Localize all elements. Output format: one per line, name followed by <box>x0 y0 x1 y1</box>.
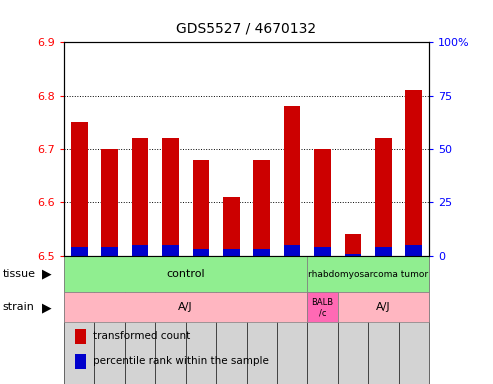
Bar <box>368 256 398 384</box>
Bar <box>71 247 88 256</box>
Bar <box>102 149 118 256</box>
Text: ▶: ▶ <box>42 301 52 314</box>
Bar <box>102 247 118 256</box>
Text: strain: strain <box>2 303 35 313</box>
Text: percentile rank within the sample: percentile rank within the sample <box>93 356 269 366</box>
Bar <box>405 245 422 256</box>
Bar <box>375 138 391 256</box>
Bar <box>223 197 240 256</box>
Text: tissue: tissue <box>2 269 35 279</box>
Bar <box>64 293 307 323</box>
Bar <box>64 256 307 293</box>
Bar <box>345 253 361 256</box>
Bar <box>193 249 209 256</box>
Bar <box>314 149 331 256</box>
Bar <box>162 138 179 256</box>
Text: ▶: ▶ <box>42 268 52 281</box>
Text: transformed count: transformed count <box>93 331 190 341</box>
Bar <box>314 247 331 256</box>
Bar <box>216 256 246 384</box>
Bar <box>223 249 240 256</box>
Bar <box>307 256 429 293</box>
Bar <box>284 106 300 256</box>
Bar <box>345 234 361 256</box>
Text: rhabdomyosarcoma tumor: rhabdomyosarcoma tumor <box>308 270 428 278</box>
Bar <box>375 247 391 256</box>
Bar <box>155 256 186 384</box>
Bar <box>253 249 270 256</box>
Bar <box>253 160 270 256</box>
Bar <box>398 256 429 384</box>
Bar <box>307 293 338 323</box>
Text: GDS5527 / 4670132: GDS5527 / 4670132 <box>176 21 317 35</box>
Bar <box>132 138 148 256</box>
Bar <box>186 256 216 384</box>
Bar <box>338 293 429 323</box>
Bar <box>246 256 277 384</box>
Text: BALB
/c: BALB /c <box>312 298 334 317</box>
Bar <box>95 256 125 384</box>
Bar <box>162 245 179 256</box>
Bar <box>405 90 422 256</box>
Bar <box>75 329 86 344</box>
Bar <box>132 245 148 256</box>
Bar <box>71 122 88 256</box>
Bar <box>75 354 86 369</box>
Bar <box>338 256 368 384</box>
Text: A/J: A/J <box>178 303 193 313</box>
Bar <box>277 256 307 384</box>
Bar <box>125 256 155 384</box>
Bar <box>64 256 95 384</box>
Bar <box>307 256 338 384</box>
Bar <box>284 245 300 256</box>
Text: A/J: A/J <box>376 303 390 313</box>
Bar <box>193 160 209 256</box>
Text: control: control <box>166 269 205 279</box>
